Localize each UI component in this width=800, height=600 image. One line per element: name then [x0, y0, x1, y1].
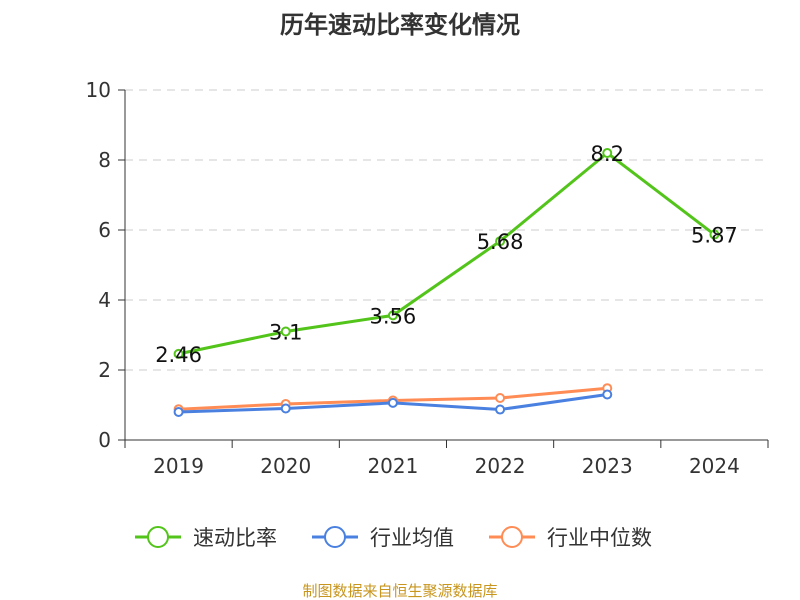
legend-label: 行业中位数	[547, 526, 652, 550]
legend-item-2[interactable]: 行业中位数	[489, 526, 652, 550]
data-label: 8.2	[591, 142, 624, 166]
x-tick-label: 2021	[367, 454, 418, 478]
data-point[interactable]	[495, 236, 506, 247]
data-label: 3.56	[370, 304, 417, 328]
y-tick-label: 6	[98, 218, 111, 242]
source-note: 制图数据来自恒生聚源数据库	[302, 582, 497, 600]
legend-marker-icon	[324, 526, 346, 548]
data-point[interactable]	[709, 229, 720, 240]
data-point[interactable]	[280, 326, 291, 337]
y-tick-label: 4	[98, 288, 111, 312]
data-point[interactable]	[602, 148, 613, 158]
data-point[interactable]	[173, 348, 184, 359]
legend-marker-icon	[501, 526, 523, 548]
legend-label: 行业均值	[370, 526, 454, 550]
data-point[interactable]	[495, 393, 506, 403]
data-label: 5.87	[691, 224, 738, 248]
data-point[interactable]	[387, 310, 398, 321]
data-point[interactable]	[173, 407, 184, 417]
series-line-0	[178, 151, 716, 356]
x-tick-label: 2020	[260, 454, 311, 478]
x-tick-label: 2024	[689, 454, 740, 478]
data-point[interactable]	[495, 404, 506, 415]
data-point[interactable]	[387, 397, 398, 408]
data-point[interactable]	[602, 389, 613, 400]
y-tick-label: 0	[98, 428, 111, 452]
legend-label: 速动比率	[193, 526, 277, 550]
legend-marker-icon	[147, 526, 169, 548]
data-point[interactable]	[280, 403, 291, 414]
x-tick-label: 2022	[475, 454, 526, 478]
data-label: 3.1	[269, 321, 302, 345]
legend-item-1[interactable]: 行业均值	[312, 526, 454, 550]
x-tick-label: 2023	[582, 454, 633, 478]
data-label: 5.68	[477, 230, 524, 254]
y-tick-label: 2	[98, 358, 111, 382]
y-tick-label: 8	[98, 148, 111, 172]
y-tick-label: 10	[86, 78, 111, 102]
x-tick-label: 2019	[153, 454, 204, 478]
chart-title: 历年速动比率变化情况	[280, 11, 520, 39]
data-label: 2.46	[155, 343, 202, 367]
legend-item-0[interactable]: 速动比率	[135, 526, 277, 550]
